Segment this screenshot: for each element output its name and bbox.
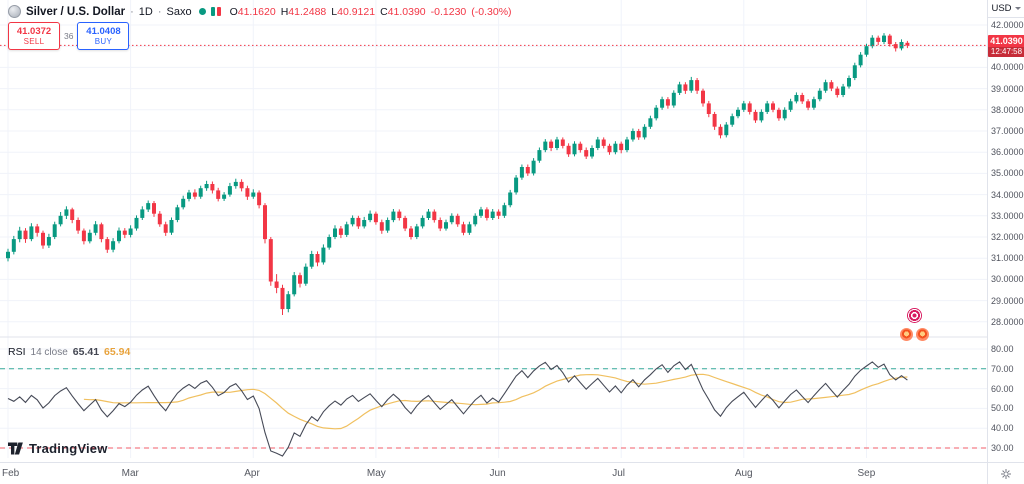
main-chart-canvas[interactable] bbox=[0, 0, 988, 462]
mini-chart-icons[interactable] bbox=[210, 7, 221, 16]
time-axis[interactable]: Feb Mar Apr May Jun Jul Aug Sep bbox=[0, 462, 987, 484]
ohlc-readout: O41.1620 H41.2488 L40.9121 C41.0390 -0.1… bbox=[230, 6, 512, 18]
time-axis-label: Sep bbox=[857, 468, 876, 479]
gear-icon bbox=[1001, 468, 1011, 479]
low-key: L bbox=[331, 5, 338, 18]
mini-candle-down-icon bbox=[216, 7, 221, 16]
high-value: 41.2488 bbox=[288, 5, 327, 18]
rsi-tick-label: 30.00 bbox=[991, 443, 1014, 453]
separator-dot: · bbox=[130, 5, 134, 18]
rsi-ma-value: 65.94 bbox=[104, 346, 131, 358]
price-tick-label: 40.0000 bbox=[991, 62, 1024, 73]
sell-price: 41.0372 bbox=[16, 26, 52, 37]
sell-label: SELL bbox=[23, 37, 45, 46]
time-axis-label: Apr bbox=[244, 468, 260, 479]
last-price-tag: 41.0390 12:47:58 bbox=[988, 35, 1024, 58]
low-value: 40.9121 bbox=[337, 5, 376, 18]
high-key: H bbox=[280, 5, 289, 18]
currency-label: USD bbox=[991, 3, 1012, 14]
last-price-value: 41.0390 bbox=[990, 36, 1023, 47]
symbol-title[interactable]: Silver / U.S. Dollar bbox=[26, 5, 126, 18]
change-percent: (-0.30%) bbox=[471, 5, 512, 18]
rsi-indicator-name[interactable]: RSI bbox=[8, 346, 26, 358]
price-tick-label: 30.0000 bbox=[991, 274, 1024, 285]
open-value: 41.1620 bbox=[237, 5, 276, 18]
target-sticker-icon[interactable] bbox=[907, 308, 922, 323]
price-tick-label: 38.0000 bbox=[991, 104, 1024, 115]
chart-stickers bbox=[900, 308, 929, 341]
buy-price: 41.0408 bbox=[86, 26, 121, 37]
rsi-params: 14 close bbox=[30, 346, 68, 358]
price-tick-label: 34.0000 bbox=[991, 189, 1024, 200]
price-tick-label: 29.0000 bbox=[991, 295, 1024, 306]
tradingview-logo[interactable]: TradingView bbox=[8, 441, 108, 456]
tradingview-mark-icon bbox=[8, 442, 23, 455]
symbol-legend: Silver / U.S. Dollar · 1D · Saxo O41.162… bbox=[8, 5, 512, 18]
close-key: C bbox=[380, 5, 388, 18]
price-tick-label: 36.0000 bbox=[991, 147, 1024, 158]
price-tick-label: 33.0000 bbox=[991, 210, 1024, 221]
price-tick-label: 35.0000 bbox=[991, 168, 1024, 179]
price-tick-label: 42.0000 bbox=[991, 20, 1024, 30]
sell-button[interactable]: 41.0372 SELL bbox=[8, 22, 60, 50]
time-axis-label: Jun bbox=[489, 468, 506, 479]
price-scale[interactable]: USD 41.0390 12:47:58 42.000041.000040.00… bbox=[987, 0, 1024, 462]
market-status-dot[interactable] bbox=[198, 8, 206, 15]
rsi-tick-label: 40.00 bbox=[991, 423, 1014, 434]
open-key: O bbox=[229, 5, 238, 18]
time-axis-label: Feb bbox=[2, 468, 20, 479]
trade-panel: 41.0372 SELL 36 41.0408 BUY bbox=[8, 22, 130, 50]
price-tick-label: 37.0000 bbox=[991, 126, 1024, 136]
buy-button[interactable]: 41.0408 BUY bbox=[77, 22, 130, 50]
rsi-tick-label: 60.00 bbox=[991, 383, 1014, 394]
source-label: Saxo bbox=[166, 5, 192, 18]
coin-sticker-icon[interactable] bbox=[916, 328, 929, 341]
rsi-tick-label: 80.00 bbox=[991, 344, 1014, 354]
separator-dot: · bbox=[157, 5, 162, 18]
time-axis-label: May bbox=[366, 468, 386, 479]
price-tick-label: 31.0000 bbox=[991, 253, 1024, 264]
price-tick-label: 39.0000 bbox=[991, 83, 1024, 94]
change-value: -0.1230 bbox=[430, 5, 467, 18]
currency-selector[interactable]: USD bbox=[988, 0, 1024, 18]
rsi-tick-label: 50.00 bbox=[991, 403, 1014, 414]
mini-candle-up-icon bbox=[210, 7, 215, 16]
rsi-tick-label: 70.00 bbox=[991, 363, 1014, 374]
tradingview-logo-text: TradingView bbox=[29, 441, 108, 456]
time-axis-label: Jul bbox=[612, 468, 625, 479]
interval-label[interactable]: 1D bbox=[138, 5, 153, 18]
close-value: 41.0390 bbox=[387, 5, 426, 18]
spread-value: 36 bbox=[64, 31, 74, 41]
bar-countdown: 12:47:58 bbox=[988, 47, 1024, 58]
coin-sticker-icon[interactable] bbox=[900, 328, 913, 341]
rsi-value: 65.41 bbox=[72, 346, 100, 358]
silver-coin-icon bbox=[8, 5, 21, 18]
caret-down-icon bbox=[1014, 7, 1021, 10]
time-axis-label: Aug bbox=[734, 468, 753, 479]
time-axis-settings[interactable] bbox=[987, 462, 1024, 484]
time-axis-label: Mar bbox=[121, 468, 139, 479]
price-tick-label: 32.0000 bbox=[991, 232, 1024, 242]
rsi-legend: RSI 14 close 65.41 65.94 bbox=[8, 346, 130, 358]
buy-label: BUY bbox=[94, 37, 113, 46]
price-tick-label: 28.0000 bbox=[991, 316, 1024, 327]
